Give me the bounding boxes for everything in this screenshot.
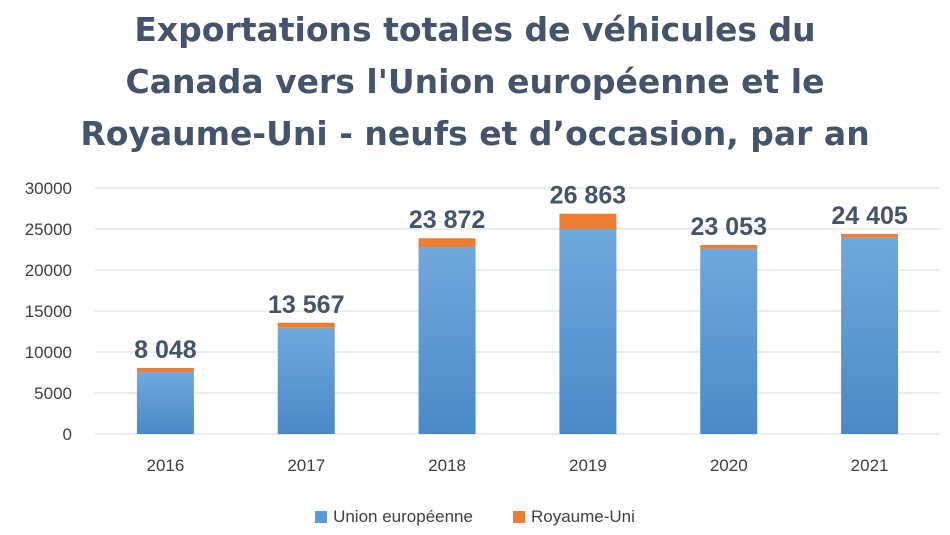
legend-item-eu: Union européenne — [315, 507, 473, 527]
chart-title-line-2: Canada vers l'Union européenne et le — [125, 62, 825, 101]
total-label-2021: 24 405 — [831, 202, 908, 230]
chart-title-line-3: Royaume-Uni - neufs et d’occasion, par a… — [80, 114, 870, 153]
legend-label-uk: Royaume-Uni — [530, 507, 635, 526]
x-tick-label: 2017 — [287, 456, 325, 475]
y-tick-label: 5000 — [34, 384, 72, 403]
y-tick-label: 30000 — [25, 179, 72, 198]
total-label-2018: 23 872 — [409, 206, 485, 234]
chart-title-line-1: Exportations totales de véhicules du — [134, 10, 816, 49]
bar-uk-2021 — [841, 233, 899, 238]
bar-uk-2020 — [700, 244, 758, 249]
bar-uk-2018 — [418, 238, 476, 248]
bar-uk-2017 — [277, 322, 335, 328]
bar-eu-2019 — [559, 229, 617, 434]
x-tick-label: 2021 — [851, 456, 889, 475]
bar-eu-2021 — [841, 237, 899, 434]
y-tick-label: 20000 — [25, 261, 72, 280]
bar-eu-2018 — [418, 247, 476, 434]
x-tick-label: 2020 — [710, 456, 748, 475]
y-tick-label: 15000 — [25, 302, 72, 321]
chart-title: Exportations totales de véhicules du Can… — [0, 4, 950, 160]
legend-item-uk: Royaume-Uni — [512, 507, 635, 527]
x-tick-label: 2016 — [147, 456, 185, 475]
y-tick-label: 25000 — [25, 220, 72, 239]
legend-swatch-eu — [315, 511, 328, 523]
y-tick-label: 0 — [63, 425, 72, 444]
total-label-2017: 13 567 — [268, 291, 344, 319]
x-tick-label: 2019 — [569, 456, 607, 475]
bar-eu-2016 — [136, 372, 194, 434]
total-label-2016: 8 048 — [134, 336, 197, 364]
total-label-2020: 23 053 — [691, 213, 767, 241]
total-label-2019: 26 863 — [550, 182, 626, 210]
bar-eu-2017 — [277, 327, 335, 434]
legend-swatch-uk — [512, 511, 525, 523]
x-tick-label: 2018 — [428, 456, 466, 475]
bar-uk-2019 — [559, 213, 617, 229]
legend: Union européenne Royaume-Uni — [0, 507, 950, 527]
legend-label-eu: Union européenne — [333, 507, 473, 526]
bar-uk-2016 — [136, 368, 194, 373]
bar-eu-2020 — [700, 248, 758, 434]
y-tick-label: 10000 — [25, 343, 72, 362]
